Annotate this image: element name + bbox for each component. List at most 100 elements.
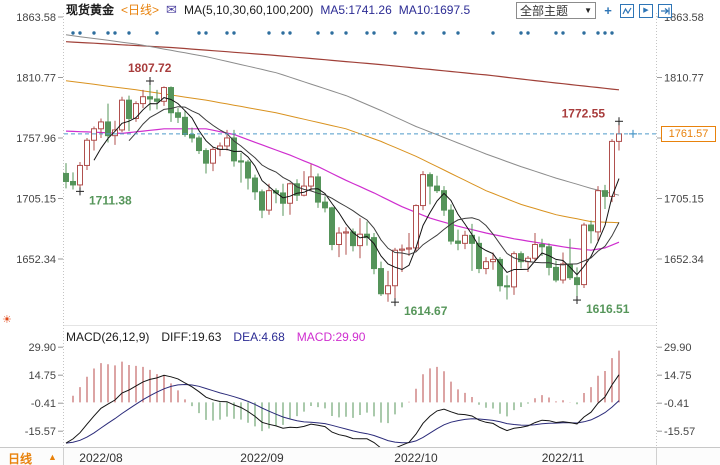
chart-toolbar: 全部主题 ▼ + ▶ — [516, 2, 672, 19]
axis-tick-label: 1863.58 — [16, 12, 56, 24]
divider — [63, 448, 64, 465]
candle — [364, 233, 370, 239]
chart-frame — [63, 13, 657, 447]
candle — [161, 87, 167, 102]
candle — [203, 150, 209, 164]
candle — [343, 231, 349, 234]
axis-tick-label: 14.75 — [28, 370, 56, 382]
ma60-line — [65, 80, 620, 224]
event-marker-dots — [71, 31, 614, 35]
footer-up-triangle-icon[interactable]: ▲ — [48, 452, 57, 462]
candle — [63, 172, 69, 182]
candle — [413, 205, 419, 249]
candle — [511, 253, 517, 288]
chevron-down-icon: ▼ — [584, 6, 592, 15]
extreme-annotation: 1807.72 — [128, 61, 172, 75]
bottom-bar: 日线 ▲ 2022/08 2022/09 2022/10 2022/11 — [0, 447, 720, 465]
candle — [518, 253, 524, 263]
extreme-annotation: 1772.55 — [562, 106, 606, 120]
chart-header: 现货黄金 <日线> ✉ MA(5,10,30,60,100,200) MA5:1… — [66, 1, 470, 18]
candle — [595, 190, 601, 233]
candle — [350, 231, 356, 247]
candle — [497, 258, 503, 287]
candle — [175, 112, 181, 118]
candle — [581, 224, 587, 286]
ma30-line — [65, 128, 620, 251]
price-axis: 1863.581863.581810.771810.771757.961757.… — [16, 12, 704, 266]
candle — [392, 249, 398, 287]
mail-icon[interactable]: ✉ — [166, 2, 177, 17]
candle — [140, 96, 146, 105]
candle — [147, 96, 153, 100]
axis-tick-label: 29.90 — [28, 342, 56, 354]
zigzag-icon — [622, 7, 632, 14]
axis-tick-label: 1757.96 — [16, 133, 56, 145]
candle — [602, 190, 608, 197]
candle — [546, 246, 552, 268]
play-icon: ▶ — [643, 7, 649, 14]
x-axis-label: 2022/09 — [240, 451, 284, 465]
theme-dropdown-label: 全部主题 — [520, 4, 569, 18]
candle — [210, 148, 216, 164]
x-axis-label: 2022/10 — [394, 451, 438, 465]
symbol-title: 现货黄金 — [66, 3, 115, 17]
macd-axis: 29.90 29.90 14.75 14.75 -0.41 -0.41 -15.57 -15.… — [25, 342, 695, 438]
candle — [315, 176, 321, 203]
candle — [441, 190, 447, 211]
pan-right-tool-icon[interactable] — [658, 3, 672, 18]
candle — [224, 137, 230, 147]
annotations: 1807.72 1711.38 1614.67 1616.51 1772.55 — [76, 61, 630, 318]
ma-settings-label: MA(5,10,30,60,100,200) — [183, 2, 314, 17]
candle — [168, 87, 174, 114]
candle — [238, 160, 244, 163]
axis-tick-label: 29.90 — [664, 342, 692, 354]
extreme-annotation: 1711.38 — [89, 193, 132, 207]
footer-period-label[interactable]: 日线 — [8, 452, 33, 465]
macd-histogram — [72, 350, 620, 432]
autoplay-tool-icon[interactable]: ▶ — [639, 3, 653, 18]
macd-dea-value: DEA:4.68 — [233, 330, 285, 344]
candle — [91, 128, 97, 141]
x-axis-label: 2022/08 — [79, 451, 123, 465]
axis-tick-label: 1810.77 — [16, 73, 56, 85]
candle — [196, 137, 202, 152]
macd-title: MACD(26,12,9) — [66, 330, 150, 344]
candle — [420, 174, 426, 207]
extreme-annotation: 1616.51 — [586, 302, 630, 316]
candle — [532, 243, 538, 259]
candle — [105, 121, 111, 137]
macd-macd-value: MACD:29.90 — [296, 330, 366, 344]
axis-tick-label: -0.41 — [664, 398, 689, 410]
axis-tick-label: 1810.77 — [664, 73, 704, 85]
macd-diff-value: DIFF:19.63 — [161, 330, 222, 344]
candle — [245, 161, 251, 179]
candle — [434, 185, 440, 192]
axis-tick-label: 1705.15 — [16, 194, 56, 206]
ma200-line — [65, 41, 620, 91]
ma5-line — [93, 97, 620, 276]
candle — [399, 248, 405, 251]
candle — [483, 261, 489, 270]
crosshair-tool-icon[interactable]: + — [601, 3, 615, 18]
candle — [455, 240, 461, 244]
ma5-value-label: MA5:1741.26 — [320, 2, 392, 17]
macd-header: MACD(26,12,9) DIFF:19.63 DEA:4.68 MACD:2… — [66, 330, 365, 344]
candle — [189, 134, 195, 139]
candle — [301, 185, 307, 196]
candle — [308, 176, 314, 187]
indicator-settings-sun-icon[interactable]: ☀ — [2, 314, 12, 326]
candle — [112, 129, 118, 137]
candle — [273, 190, 279, 194]
theme-dropdown[interactable]: 全部主题 ▼ — [516, 2, 596, 19]
candle — [266, 190, 272, 211]
candle — [259, 191, 265, 211]
candle — [77, 164, 83, 186]
current-price-line — [64, 129, 657, 138]
axis-tick-label: 1652.34 — [664, 254, 704, 266]
candle — [476, 242, 482, 270]
zoom-scale-tool-icon[interactable] — [620, 3, 634, 18]
candle — [294, 183, 300, 196]
candle — [252, 177, 258, 193]
axis-tick-label: -15.57 — [664, 426, 695, 438]
